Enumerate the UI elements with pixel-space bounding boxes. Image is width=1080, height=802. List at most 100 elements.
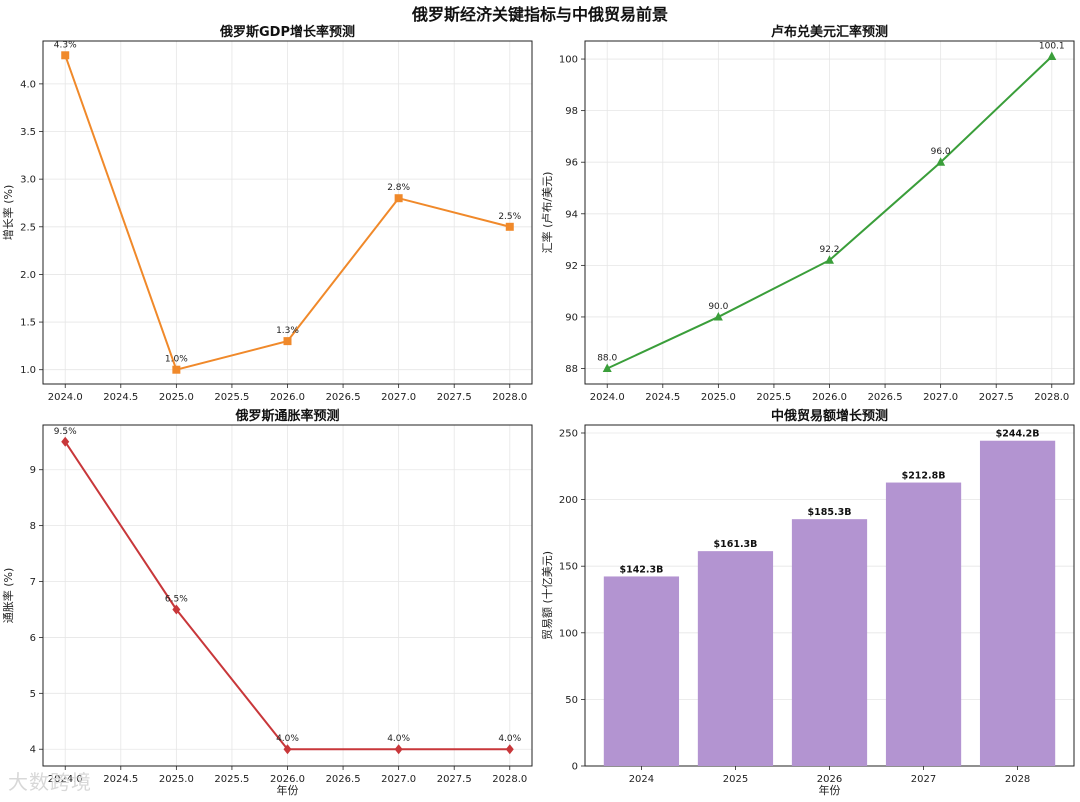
x-tick-label: 2025.0: [159, 774, 194, 785]
y-tick-label: 0: [572, 762, 578, 773]
bar-2028: [979, 440, 1056, 766]
y-tick-label: 2.0: [20, 270, 36, 281]
data-point-diamond: [61, 436, 70, 447]
data-value-label: 6.5%: [165, 594, 188, 604]
data-point-diamond: [394, 744, 403, 755]
data-value-label: 1.0%: [165, 355, 188, 365]
x-tick-label: 2025.5: [214, 774, 249, 785]
data-point-triangle: [936, 157, 946, 166]
data-point-square: [61, 51, 70, 60]
x-tick-label: 2025.0: [159, 392, 194, 403]
chart-panel-3: 俄罗斯通胀率预测 4 5 6 7 8 9 2024.0 2024.5 2025.0 2025.5 20…: [1, 408, 533, 797]
bar-value-label: $161.3B: [714, 539, 758, 550]
y-tick-label: 96: [565, 158, 578, 169]
y-tick-label: 1.5: [20, 318, 36, 329]
x-tick-label: 2028.0: [492, 774, 527, 785]
x-tick-label: 2027.5: [437, 774, 472, 785]
y-tick-label: 5: [30, 689, 36, 700]
figure-title: 俄罗斯经济关键指标与中俄贸易前景: [411, 5, 668, 24]
x-tick-label: 2024.0: [48, 392, 83, 403]
x-tick-label: 2024.0: [590, 392, 625, 403]
watermark-text: 大数跨境: [8, 770, 92, 794]
y-tick-label: 4.0: [20, 79, 36, 90]
x-tick-label: 2024.5: [103, 774, 138, 785]
chart-panel-1: 俄罗斯GDP增长率预测 1.0 1.5 2.0 2.5 3.0 3.5 4.0 2024.0 20…: [1, 24, 533, 403]
x-tick-label: 2024.0: [48, 774, 83, 785]
data-value-label: 9.5%: [54, 427, 77, 437]
x-tick-label: 2026.5: [868, 392, 903, 403]
data-point-diamond: [283, 744, 292, 755]
bar-2024: [603, 576, 680, 766]
data-point-triangle: [713, 311, 723, 321]
data-point-square: [283, 337, 292, 346]
y-axis-label: 增长率 (%): [1, 185, 15, 241]
data-value-label: 96.0: [931, 147, 951, 157]
y-tick-label: 1.0: [20, 365, 36, 376]
y-tick-label: 90: [565, 312, 578, 323]
y-tick-label: 150: [559, 562, 578, 573]
chart-title: 卢布兑美元汇率预测: [771, 24, 888, 40]
y-tick-label: 9: [30, 465, 36, 476]
y-tick-label: 4: [30, 745, 36, 756]
data-point-triangle: [602, 363, 612, 373]
y-tick-label: 2.5: [20, 222, 36, 233]
bar-2027: [885, 482, 962, 766]
data-point-diamond: [505, 744, 514, 755]
y-tick-label: 88: [565, 364, 578, 375]
x-tick-label: 2026.0: [812, 392, 847, 403]
bar-value-label: $142.3B: [619, 564, 663, 575]
y-tick-label: 50: [565, 695, 578, 706]
data-value-label: 2.5%: [498, 212, 521, 222]
data-point-triangle: [1047, 51, 1057, 60]
x-axis-label: 年份: [819, 783, 841, 797]
chart-panel-2: 卢布兑美元汇率预测 88 90 92 94 96 98 100 2024.0 2024.5 2025…: [540, 24, 1075, 403]
y-axis-label: 汇率 (卢布/美元): [540, 172, 554, 254]
x-tick-label: 2025.0: [701, 392, 736, 403]
data-value-label: 2.8%: [387, 183, 410, 193]
x-tick-label: 2027: [911, 774, 936, 785]
y-tick-label: 200: [559, 495, 578, 506]
x-tick-label: 2024: [629, 774, 654, 785]
y-tick-label: 100: [559, 55, 578, 66]
x-tick-label: 2027.0: [381, 392, 416, 403]
y-axis-label: 贸易额 (十亿美元): [540, 551, 554, 640]
chart-title: 俄罗斯GDP增长率预测: [219, 24, 355, 40]
y-tick-label: 3.0: [20, 175, 36, 186]
data-point-square: [394, 194, 403, 203]
data-point-triangle: [825, 255, 834, 264]
x-tick-label: 2028.0: [492, 392, 527, 403]
y-tick-label: 98: [565, 106, 578, 117]
data-value-label: 4.0%: [387, 734, 410, 744]
x-tick-label: 2027.0: [923, 392, 958, 403]
data-value-label: 4.0%: [498, 734, 521, 744]
x-tick-label: 2028: [1005, 774, 1030, 785]
data-point-diamond: [172, 604, 181, 615]
y-axis-label: 通胀率 (%): [1, 568, 15, 624]
bar-value-label: $244.2B: [996, 429, 1040, 440]
y-tick-label: 100: [559, 628, 578, 639]
x-tick-label: 2024.5: [645, 392, 680, 403]
x-axis-label: 年份: [277, 783, 299, 797]
x-tick-label: 2026.0: [270, 392, 305, 403]
data-value-label: 100.1: [1039, 41, 1065, 51]
data-value-label: 92.2: [819, 245, 839, 255]
y-tick-label: 250: [559, 428, 578, 439]
x-tick-label: 2027.5: [979, 392, 1014, 403]
x-tick-label: 2027.5: [437, 392, 472, 403]
data-value-label: 4.3%: [54, 40, 77, 50]
data-value-label: 4.0%: [276, 734, 299, 744]
data-point-square: [505, 222, 514, 231]
bar-2025: [697, 551, 774, 766]
y-tick-label: 3.5: [20, 127, 36, 138]
data-value-label: 1.3%: [276, 326, 299, 336]
x-tick-label: 2025.5: [756, 392, 791, 403]
x-tick-label: 2026.0: [270, 774, 305, 785]
bar-value-label: $185.3B: [808, 507, 852, 518]
y-tick-label: 94: [565, 209, 578, 220]
data-point-square: [172, 365, 181, 374]
y-tick-label: 92: [565, 261, 578, 272]
y-tick-label: 6: [30, 633, 36, 644]
chart-title: 中俄贸易额增长预测: [771, 408, 888, 424]
chart-panel-4: 中俄贸易额增长预测 0 50 100 150 200 250 2024 2025 2026 2027…: [540, 408, 1075, 797]
y-tick-label: 8: [30, 521, 36, 532]
